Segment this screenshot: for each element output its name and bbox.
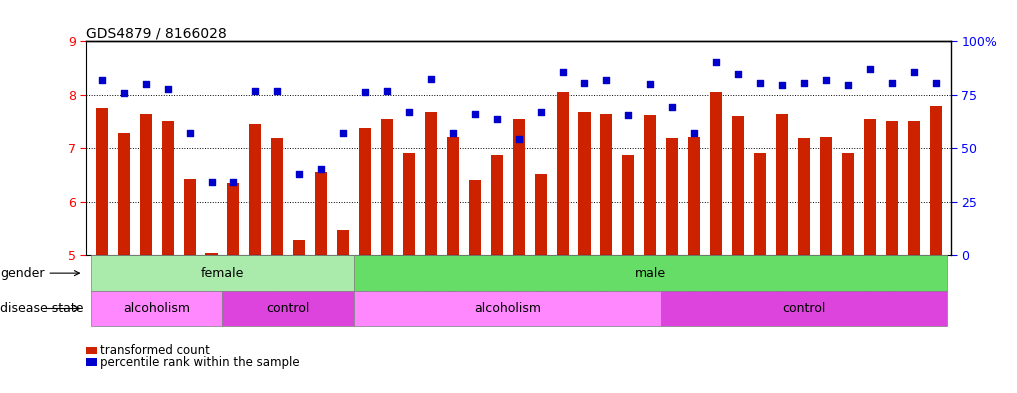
Bar bbox=[689, 137, 701, 255]
Bar bbox=[403, 152, 415, 255]
Point bbox=[818, 77, 834, 83]
Point bbox=[664, 103, 680, 110]
Point bbox=[270, 87, 286, 94]
Bar bbox=[228, 183, 239, 255]
Bar bbox=[469, 180, 481, 255]
Text: GDS4879 / 8166028: GDS4879 / 8166028 bbox=[86, 26, 227, 40]
Bar bbox=[600, 114, 612, 255]
Bar bbox=[535, 174, 547, 255]
Text: alcoholism: alcoholism bbox=[123, 302, 190, 315]
Bar bbox=[354, 291, 661, 326]
Bar bbox=[315, 172, 327, 255]
Bar bbox=[183, 180, 195, 255]
Point bbox=[203, 178, 220, 185]
Point bbox=[423, 75, 439, 82]
Point bbox=[379, 87, 396, 94]
Bar bbox=[425, 112, 437, 255]
Bar bbox=[776, 114, 788, 255]
Bar bbox=[666, 138, 678, 255]
Point bbox=[137, 81, 154, 87]
Bar bbox=[842, 152, 854, 255]
Bar bbox=[490, 155, 502, 255]
Point bbox=[160, 86, 176, 93]
Point bbox=[905, 69, 921, 75]
Point bbox=[488, 116, 504, 122]
Bar bbox=[249, 124, 261, 255]
Bar bbox=[732, 116, 744, 255]
Bar bbox=[579, 112, 591, 255]
Bar bbox=[139, 114, 152, 255]
Point bbox=[620, 112, 637, 118]
Point bbox=[313, 165, 330, 172]
Bar bbox=[162, 121, 174, 255]
Point bbox=[554, 69, 571, 75]
Point bbox=[116, 90, 132, 96]
Point bbox=[247, 87, 263, 94]
Bar bbox=[661, 291, 947, 326]
Point bbox=[730, 71, 746, 77]
Text: disease state: disease state bbox=[0, 302, 83, 315]
Bar bbox=[223, 291, 354, 326]
Bar bbox=[886, 121, 898, 255]
Text: control: control bbox=[782, 302, 826, 315]
Bar bbox=[205, 253, 218, 255]
Point bbox=[598, 77, 614, 83]
Bar bbox=[930, 105, 942, 255]
Point bbox=[444, 130, 461, 136]
Point bbox=[795, 80, 812, 86]
Bar bbox=[863, 119, 876, 255]
Bar bbox=[754, 152, 766, 255]
Bar bbox=[96, 108, 108, 255]
Bar bbox=[118, 133, 130, 255]
Point bbox=[686, 130, 703, 136]
Point bbox=[357, 89, 373, 95]
Text: female: female bbox=[200, 266, 244, 280]
Bar bbox=[907, 121, 919, 255]
Text: control: control bbox=[266, 302, 310, 315]
Bar bbox=[710, 92, 722, 255]
Bar bbox=[645, 115, 656, 255]
Text: transformed count: transformed count bbox=[100, 344, 210, 358]
Bar bbox=[91, 255, 354, 291]
Text: percentile rank within the sample: percentile rank within the sample bbox=[100, 356, 299, 369]
Point bbox=[774, 82, 790, 88]
Point bbox=[401, 109, 417, 115]
Point bbox=[577, 80, 593, 86]
Bar bbox=[337, 230, 349, 255]
Text: male: male bbox=[635, 266, 666, 280]
Point bbox=[511, 136, 527, 142]
Point bbox=[291, 171, 307, 177]
Text: gender: gender bbox=[0, 266, 79, 280]
Point bbox=[708, 59, 724, 65]
Bar bbox=[272, 138, 284, 255]
Point bbox=[861, 66, 878, 72]
Bar bbox=[798, 138, 810, 255]
Point bbox=[94, 77, 110, 83]
Point bbox=[752, 80, 768, 86]
Bar bbox=[820, 137, 832, 255]
Point bbox=[533, 109, 549, 115]
Point bbox=[840, 82, 856, 88]
Bar bbox=[446, 137, 459, 255]
Point bbox=[181, 130, 197, 136]
Bar bbox=[513, 119, 525, 255]
Bar bbox=[91, 291, 223, 326]
Bar bbox=[86, 347, 97, 354]
Bar bbox=[86, 358, 97, 366]
Bar bbox=[622, 155, 635, 255]
Bar bbox=[381, 119, 393, 255]
Point bbox=[335, 130, 351, 136]
Point bbox=[226, 178, 242, 185]
Point bbox=[884, 80, 900, 86]
Point bbox=[928, 80, 944, 86]
Bar bbox=[359, 128, 371, 255]
Text: alcoholism: alcoholism bbox=[474, 302, 541, 315]
Point bbox=[467, 110, 483, 117]
Bar bbox=[556, 92, 569, 255]
Bar bbox=[293, 241, 305, 255]
Bar bbox=[354, 255, 947, 291]
Point bbox=[642, 81, 658, 87]
